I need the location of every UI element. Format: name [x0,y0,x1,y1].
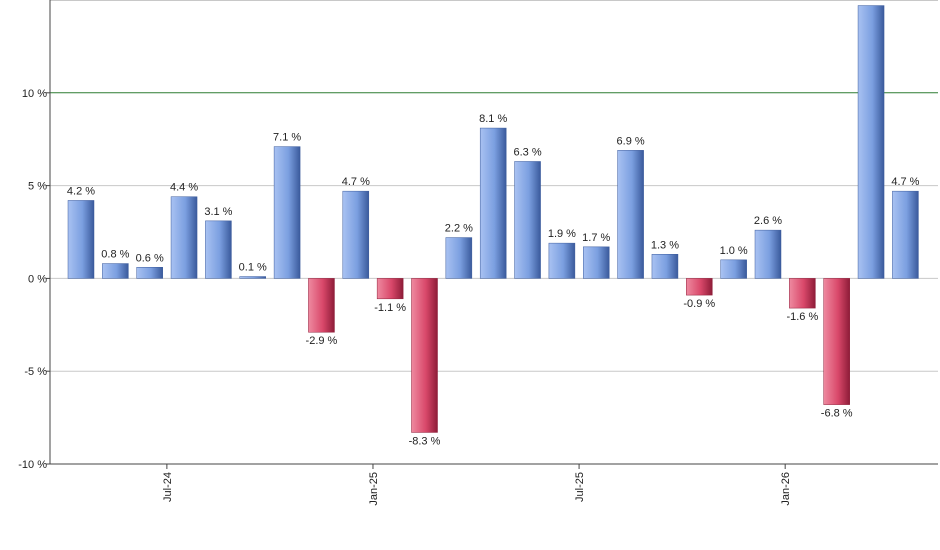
data-label: 4.2 % [67,185,95,197]
data-label: 2.6 % [754,215,782,227]
bar [411,278,438,433]
y-tick-label: 0 % [28,273,47,285]
bar [823,278,850,405]
bar [514,161,541,279]
bar [479,127,507,279]
bar [273,146,301,279]
bar [239,276,266,279]
x-tick-label: Jan-25 [368,472,380,506]
bar [754,229,782,279]
data-label: 2.2 % [445,223,473,235]
bar [170,196,198,279]
data-label: 4.4 % [170,182,198,194]
data-label: -2.9 % [306,335,338,347]
bar [102,263,129,279]
data-labels: 4.2 % 0.8 % 0.6 % 4.4 % 3.1 % 0.1 % 7.1 % -2.9 … [67,0,920,447]
data-label: 4.7 % [891,176,919,188]
bars [67,5,919,433]
bar [376,278,404,300]
bar [445,237,473,279]
bar [342,190,370,279]
y-tick-label: 5 % [28,181,47,193]
bar [720,259,747,279]
data-label: 0.1 % [239,262,267,274]
bar [308,278,335,333]
data-label: -1.6 % [786,311,818,323]
x-tick-label: Jan-26 [780,472,792,506]
data-label: 1.0 % [720,245,748,257]
x-tick-label: Jul-25 [574,472,586,502]
data-label: 3.1 % [204,206,232,218]
axes: -10 % -5 % 0 % 5 % 10 % Jul-24 Jan-25 Jul-25 Jan… [18,0,938,506]
bar [617,150,644,279]
data-label: 4.7 % [342,176,370,188]
bar [583,246,610,279]
bar [136,267,163,279]
data-label: -1.1 % [374,302,406,314]
data-label: -0.9 % [683,298,715,310]
data-label: -6.8 % [821,408,853,420]
data-label: 0.8 % [101,249,129,261]
bar [651,254,679,279]
data-label: 0.6 % [136,252,164,264]
bar [892,190,919,279]
bar [857,5,885,279]
x-tick-label: Jul-24 [162,472,174,502]
data-label: 14.7 % [854,0,888,3]
y-tick-label: -5 % [24,366,47,378]
data-label: 1.7 % [582,232,610,244]
data-label: 8.1 % [479,113,507,125]
data-label: 1.9 % [548,228,576,240]
bar [789,278,816,309]
bar [67,200,95,279]
data-label: 7.1 % [273,132,301,144]
y-tick-label: -10 % [18,459,47,471]
bar [205,220,232,279]
y-tick-label: 10 % [22,88,47,100]
data-label: 6.9 % [617,135,645,147]
bar [686,278,713,296]
data-label: 1.3 % [651,239,679,251]
data-label: 6.3 % [513,146,541,158]
data-label: -8.3 % [409,435,441,447]
bar [548,242,576,279]
